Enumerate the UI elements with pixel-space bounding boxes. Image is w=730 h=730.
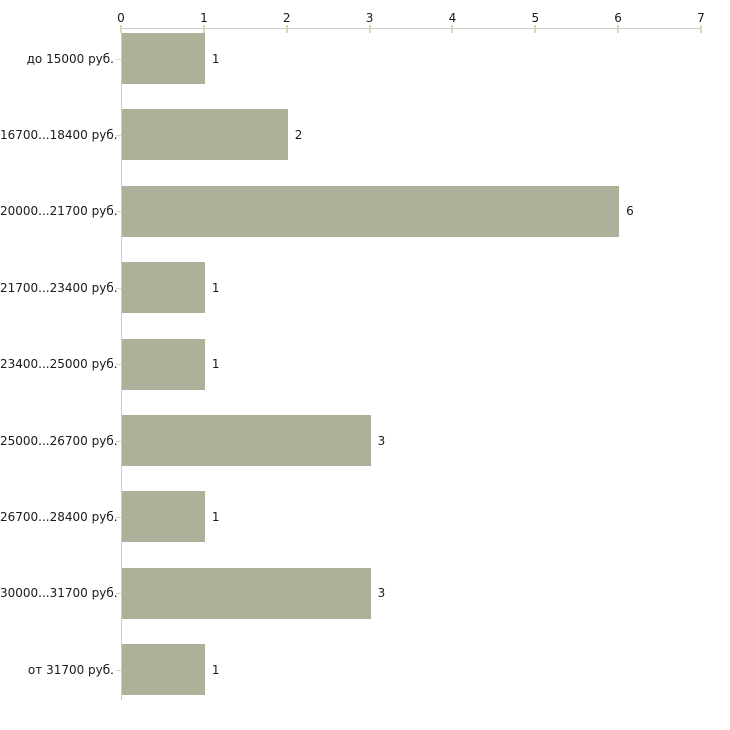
category-label: 25000...26700 руб. bbox=[0, 433, 118, 448]
y-axis-line bbox=[121, 28, 122, 700]
category-tick bbox=[116, 58, 121, 60]
x-tick bbox=[534, 25, 537, 33]
x-tick-label: 4 bbox=[448, 11, 457, 25]
category-tick bbox=[116, 516, 121, 518]
x-tick bbox=[451, 25, 454, 33]
category-label: 26700...28400 руб. bbox=[0, 509, 118, 524]
category-label: 30000...31700 руб. bbox=[0, 586, 118, 601]
x-tick bbox=[617, 25, 620, 33]
bar-value-label: 6 bbox=[626, 204, 634, 219]
bar-value-label: 1 bbox=[211, 509, 220, 524]
category-tick bbox=[116, 593, 121, 595]
x-tick bbox=[120, 25, 122, 33]
x-tick-label: 7 bbox=[697, 11, 705, 25]
category-label: от 31700 руб. bbox=[27, 662, 114, 677]
x-tick-label: 5 bbox=[531, 11, 540, 25]
x-tick-label: 2 bbox=[282, 11, 291, 25]
category-tick bbox=[116, 669, 121, 671]
category-tick bbox=[116, 440, 121, 442]
category-label: 21700...23400 руб. bbox=[0, 280, 118, 295]
bar bbox=[122, 644, 205, 696]
x-axis-line bbox=[121, 28, 702, 29]
bar-value-label: 3 bbox=[377, 433, 386, 448]
bar bbox=[122, 415, 371, 466]
bar bbox=[122, 262, 205, 314]
bar-value-label: 1 bbox=[211, 662, 220, 677]
category-label: до 15000 руб. bbox=[26, 51, 114, 66]
x-tick-label: 1 bbox=[200, 11, 208, 25]
x-tick bbox=[368, 25, 371, 33]
bar-value-label: 2 bbox=[294, 127, 303, 142]
x-tick bbox=[700, 25, 702, 33]
category-tick bbox=[116, 287, 121, 289]
category-label: 16700...18400 руб. bbox=[0, 127, 118, 142]
category-label: 20000...21700 руб. bbox=[0, 204, 118, 219]
bar bbox=[122, 338, 205, 390]
bar-value-label: 1 bbox=[211, 280, 220, 295]
bar bbox=[122, 33, 205, 84]
category-tick bbox=[116, 134, 121, 136]
category-tick bbox=[116, 211, 121, 213]
x-tick bbox=[202, 25, 205, 33]
category-tick bbox=[116, 364, 121, 366]
bar bbox=[122, 109, 288, 161]
bar bbox=[122, 185, 620, 237]
x-tick-label: 3 bbox=[365, 11, 374, 25]
bar-value-label: 3 bbox=[377, 586, 386, 601]
x-tick-label: 6 bbox=[614, 11, 622, 25]
bar-value-label: 1 bbox=[211, 357, 220, 372]
bar-value-label: 1 bbox=[211, 51, 220, 66]
bar bbox=[122, 491, 205, 543]
x-tick-label: 0 bbox=[117, 11, 125, 25]
category-label: 23400...25000 руб. bbox=[0, 357, 118, 372]
bar bbox=[122, 567, 371, 619]
x-tick bbox=[285, 25, 288, 33]
